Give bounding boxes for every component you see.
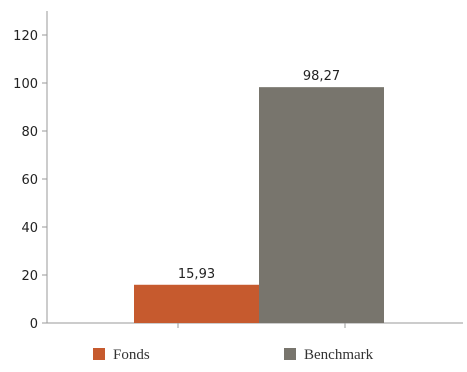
y-tick-label-0: 0 xyxy=(30,317,38,332)
y-axis-ticks: 0 20 40 60 80 100 120 xyxy=(13,29,47,332)
data-label-fonds: 15,93 xyxy=(178,267,215,282)
bar-benchmark xyxy=(259,87,384,323)
legend-label-fonds: Fonds xyxy=(113,347,150,363)
bar-fonds xyxy=(134,284,259,323)
legend-swatch-fonds xyxy=(93,348,105,360)
chart-axes xyxy=(46,11,463,328)
y-tick-label-100: 100 xyxy=(13,77,38,92)
y-tick-label-80: 80 xyxy=(21,125,38,140)
chart-legend: Fonds Benchmark xyxy=(93,347,374,363)
legend-swatch-benchmark xyxy=(284,348,296,360)
y-tick-label-60: 60 xyxy=(21,173,38,188)
legend-label-benchmark: Benchmark xyxy=(304,347,374,363)
chart-bars xyxy=(134,87,384,323)
y-tick-label-20: 20 xyxy=(21,269,38,284)
y-tick-label-40: 40 xyxy=(21,221,38,236)
data-label-benchmark: 98,27 xyxy=(303,69,340,84)
data-labels: 15,93 98,27 xyxy=(178,69,340,282)
y-tick-label-120: 120 xyxy=(13,29,38,44)
